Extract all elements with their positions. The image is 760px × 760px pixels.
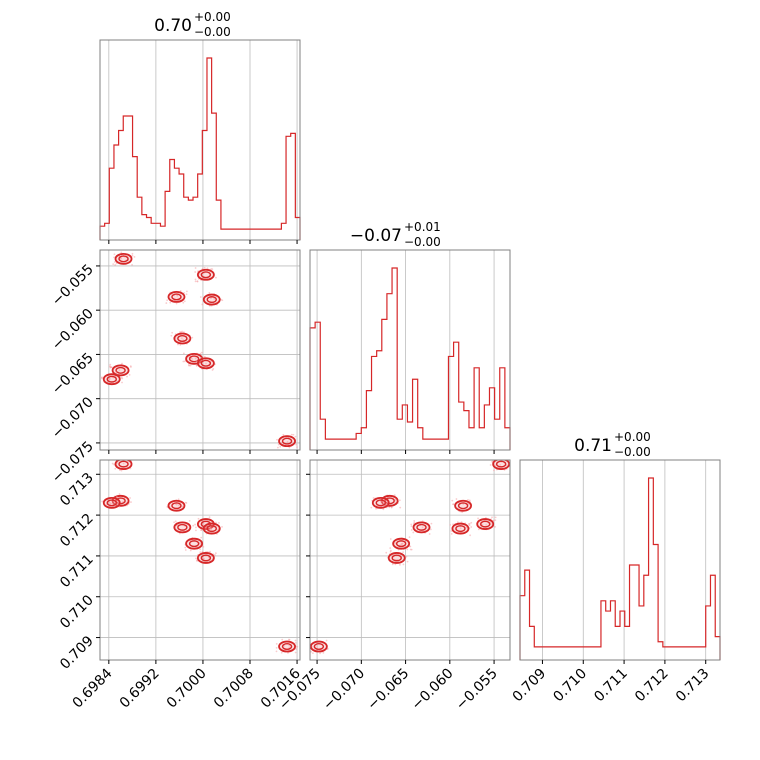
contour-inner bbox=[171, 502, 182, 510]
title-p1-value: −0.07 bbox=[350, 226, 402, 246]
contour-outer bbox=[185, 537, 204, 550]
contour-outer bbox=[196, 268, 215, 281]
contour-inner bbox=[115, 366, 126, 374]
x-tick-label-p1-1: −0.070 bbox=[320, 666, 368, 714]
contour-outer bbox=[196, 357, 215, 370]
contour-inner bbox=[206, 525, 217, 533]
contour-inner bbox=[281, 643, 293, 651]
contour-outer bbox=[114, 460, 133, 470]
contour-inner bbox=[455, 525, 466, 533]
y-tick-label-p2-1: 0.710 bbox=[57, 592, 97, 632]
contour-outer bbox=[387, 552, 406, 564]
contour-inner bbox=[416, 523, 427, 531]
y-tick-label-p1-1: −0.070 bbox=[49, 394, 97, 442]
contour-inner bbox=[391, 554, 402, 562]
contour-inner bbox=[188, 355, 200, 363]
histogram-p1 bbox=[309, 267, 511, 450]
contour-inner bbox=[313, 643, 325, 651]
contour-outer bbox=[392, 537, 411, 550]
histogram-p0 bbox=[99, 57, 301, 240]
density-p0-p1 bbox=[101, 251, 298, 449]
contour-inner bbox=[118, 255, 129, 263]
title-p2-upper: +0.00 bbox=[614, 430, 651, 444]
density-p1-p2 bbox=[310, 460, 510, 655]
title-p2-value: 0.71 bbox=[574, 436, 612, 456]
contour-outer bbox=[492, 460, 510, 470]
contour-inner bbox=[177, 334, 188, 342]
contour-outer bbox=[278, 435, 296, 448]
contour-outer bbox=[310, 640, 328, 653]
contour-outer bbox=[202, 522, 221, 535]
contour-inner bbox=[118, 460, 129, 468]
histogram-p2 bbox=[519, 477, 721, 660]
x-tick-label-p2-2: 0.711 bbox=[591, 666, 631, 706]
contour-inner bbox=[200, 359, 212, 367]
x-tick-label-p1-4: −0.055 bbox=[453, 666, 501, 714]
contour-inner bbox=[177, 523, 188, 531]
contour-outer bbox=[278, 640, 296, 653]
contour-inner bbox=[188, 540, 200, 548]
y-tick-label-p1-3: −0.060 bbox=[49, 306, 97, 354]
contour-outer bbox=[476, 518, 495, 530]
y-tick-label-p1-4: −0.055 bbox=[49, 261, 97, 309]
contour-outer bbox=[451, 522, 470, 535]
contour-outer bbox=[111, 494, 130, 507]
contour-inner bbox=[200, 271, 212, 279]
contour-outer bbox=[173, 521, 192, 534]
contour-outer bbox=[454, 499, 472, 512]
contour-outer bbox=[102, 496, 121, 509]
y-tick-label-p2-0: 0.709 bbox=[57, 633, 97, 673]
contour-inner bbox=[106, 375, 117, 383]
title-p0-upper: +0.00 bbox=[194, 10, 231, 24]
title-p2-lower: −0.00 bbox=[614, 445, 651, 459]
x-tick-label-p0-0: 0.6984 bbox=[70, 665, 116, 711]
contour-outer bbox=[202, 293, 221, 306]
density-p0-p2 bbox=[101, 460, 299, 654]
x-tick-label-p2-1: 0.710 bbox=[550, 666, 590, 706]
contour-outer bbox=[102, 373, 121, 386]
x-tick-label-p0-3: 0.7008 bbox=[211, 666, 257, 712]
title-p1-upper: +0.01 bbox=[404, 220, 441, 234]
x-tick-label-p2-4: 0.713 bbox=[673, 666, 713, 706]
contour-inner bbox=[480, 520, 491, 528]
contour-outer bbox=[114, 252, 133, 265]
contour-outer bbox=[412, 521, 431, 534]
contour-outer bbox=[167, 291, 186, 303]
contour-outer bbox=[196, 552, 215, 564]
x-tick-label-p1-3: −0.060 bbox=[409, 666, 457, 714]
contour-outer bbox=[111, 364, 130, 377]
panel-frame-hist-p2 bbox=[519, 459, 721, 661]
contour-inner bbox=[457, 502, 469, 510]
panel-frame-p0-p1 bbox=[99, 249, 301, 451]
contour-outer bbox=[173, 332, 192, 345]
panel-frame-hist-p0 bbox=[99, 39, 301, 241]
contour-inner bbox=[206, 296, 217, 304]
panel-frame-p0-p2 bbox=[99, 459, 301, 661]
contour-outer bbox=[371, 496, 390, 509]
contour-inner bbox=[106, 499, 117, 507]
x-tick-label-p1-2: −0.065 bbox=[364, 666, 412, 714]
contour-inner bbox=[171, 293, 182, 301]
contour-inner bbox=[495, 460, 507, 468]
title-p0-lower: −0.00 bbox=[194, 25, 231, 39]
contour-outer bbox=[167, 499, 186, 512]
contour-inner bbox=[200, 554, 212, 562]
contour-inner bbox=[281, 437, 293, 445]
contour-inner bbox=[375, 499, 386, 507]
x-tick-label-p2-3: 0.712 bbox=[632, 666, 672, 706]
panel-frame-hist-p1 bbox=[309, 249, 511, 451]
contour-inner bbox=[395, 540, 407, 548]
y-tick-label-p2-3: 0.712 bbox=[57, 511, 97, 551]
x-tick-label-p2-0: 0.709 bbox=[510, 666, 550, 706]
panel-frame-p1-p2 bbox=[309, 459, 511, 661]
title-p0-value: 0.70 bbox=[154, 16, 192, 36]
x-tick-label-p0-2: 0.7000 bbox=[164, 666, 210, 712]
y-tick-label-p1-2: −0.065 bbox=[49, 350, 97, 398]
x-tick-label-p0-1: 0.6992 bbox=[117, 666, 163, 712]
title-p1-lower: −0.00 bbox=[404, 235, 441, 249]
y-tick-label-p2-2: 0.711 bbox=[57, 551, 97, 591]
